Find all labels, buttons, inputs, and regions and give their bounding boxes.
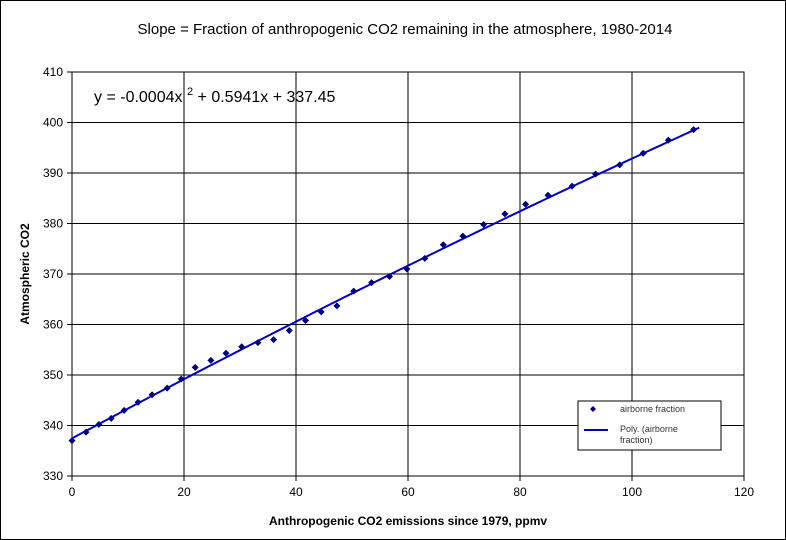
data-points bbox=[68, 126, 698, 445]
x-tick-label: 60 bbox=[401, 485, 415, 499]
legend-box bbox=[577, 400, 722, 451]
data-point bbox=[690, 126, 698, 134]
data-point bbox=[616, 161, 624, 169]
trend-equation: y = -0.0004x 2 + 0.5941x + 337.45 bbox=[94, 82, 336, 106]
data-point bbox=[522, 200, 530, 208]
y-tick-label: 370 bbox=[43, 267, 63, 281]
equation-exponent: 2 bbox=[187, 86, 193, 98]
legend-label-line-2: fraction) bbox=[620, 435, 653, 445]
data-point bbox=[421, 254, 429, 262]
x-tick-label: 120 bbox=[734, 485, 754, 499]
data-point bbox=[107, 414, 115, 422]
data-point bbox=[317, 308, 325, 316]
legend: airborne fraction Poly. (airborne fracti… bbox=[577, 400, 722, 451]
data-point bbox=[68, 437, 76, 445]
chart-title: Slope = Fraction of anthropogenic CO2 re… bbox=[138, 21, 673, 38]
data-point bbox=[480, 221, 488, 229]
data-point bbox=[350, 287, 358, 295]
y-tick-label: 340 bbox=[43, 419, 63, 433]
data-point bbox=[285, 327, 293, 335]
x-axis-label: Anthropogenic CO2 emissions since 1979, … bbox=[269, 514, 547, 528]
data-point bbox=[191, 363, 199, 371]
y-axis-label: Atmospheric CO2 bbox=[18, 223, 32, 325]
legend-label-points: airborne fraction bbox=[620, 404, 685, 414]
data-point bbox=[270, 336, 278, 344]
data-point bbox=[207, 356, 215, 364]
y-tick-label: 400 bbox=[43, 116, 63, 130]
y-tick-label: 350 bbox=[43, 368, 63, 382]
data-point bbox=[177, 375, 185, 383]
equation-prefix: y = -0.0004x bbox=[94, 89, 183, 106]
y-tick-label: 410 bbox=[43, 65, 63, 79]
data-point bbox=[544, 191, 552, 199]
data-point bbox=[134, 398, 142, 406]
data-point bbox=[120, 406, 128, 414]
data-point bbox=[568, 182, 576, 190]
data-point bbox=[238, 343, 246, 351]
data-point bbox=[333, 302, 341, 310]
data-point bbox=[501, 210, 509, 218]
data-point bbox=[592, 170, 600, 178]
data-point bbox=[222, 349, 230, 357]
y-tick-label: 390 bbox=[43, 166, 63, 180]
data-point bbox=[82, 428, 90, 436]
data-point bbox=[302, 316, 310, 324]
x-tick-label: 20 bbox=[177, 485, 191, 499]
legend-marker-diamond bbox=[590, 406, 596, 412]
x-tick-label: 40 bbox=[289, 485, 303, 499]
y-tick-label: 330 bbox=[43, 469, 63, 483]
x-tick-label: 80 bbox=[513, 485, 527, 499]
data-point bbox=[386, 273, 394, 281]
data-point bbox=[148, 391, 156, 399]
data-point bbox=[439, 241, 447, 249]
x-axis-ticks: 0 20 40 60 80 100 120 bbox=[69, 476, 754, 499]
y-tick-label: 360 bbox=[43, 318, 63, 332]
y-axis-ticks: 330 340 350 360 370 380 390 400 410 bbox=[43, 65, 72, 483]
equation-suffix: + 0.5941x + 337.45 bbox=[198, 89, 336, 106]
y-tick-label: 380 bbox=[43, 217, 63, 231]
data-point bbox=[254, 339, 262, 347]
data-point bbox=[403, 265, 411, 273]
data-point bbox=[459, 232, 467, 240]
data-point bbox=[163, 384, 171, 392]
data-point bbox=[368, 279, 376, 287]
x-tick-label: 100 bbox=[622, 485, 642, 499]
legend-label-line-1: Poly. (airborne bbox=[620, 424, 678, 434]
x-tick-label: 0 bbox=[69, 485, 76, 499]
data-point bbox=[664, 136, 672, 144]
data-point bbox=[639, 149, 647, 157]
data-point bbox=[95, 420, 103, 428]
